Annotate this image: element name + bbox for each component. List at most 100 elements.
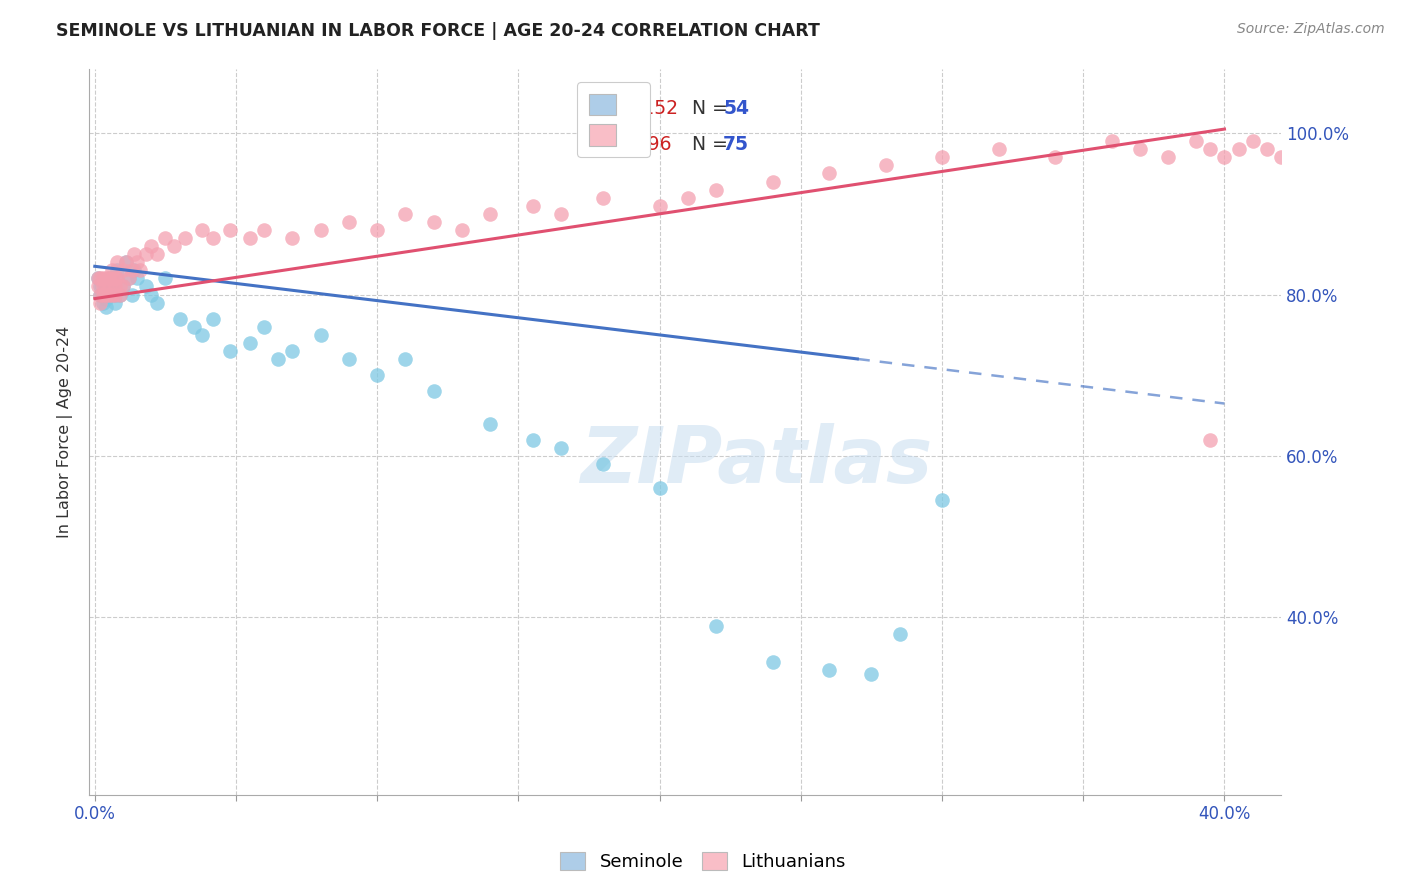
Point — [100, 271, 122, 285]
Point — [522, 199, 544, 213]
Point — [146, 295, 169, 310]
Point — [1213, 150, 1236, 164]
Point — [91, 276, 114, 290]
Point — [155, 231, 177, 245]
Point — [110, 287, 132, 301]
Point — [704, 183, 727, 197]
Point — [86, 271, 108, 285]
Point — [174, 231, 197, 245]
Point — [112, 279, 135, 293]
Point — [103, 287, 125, 301]
Text: R =: R = — [583, 99, 624, 118]
Point — [1284, 158, 1306, 172]
Point — [1199, 433, 1222, 447]
Point — [100, 279, 122, 293]
Point — [875, 158, 897, 172]
Point — [121, 263, 143, 277]
Point — [239, 336, 262, 351]
Point — [1129, 142, 1152, 156]
Point — [183, 319, 205, 334]
Point — [394, 207, 416, 221]
Point — [89, 271, 111, 285]
Point — [91, 287, 114, 301]
Point — [191, 327, 214, 342]
Point — [91, 295, 114, 310]
Point — [648, 199, 671, 213]
Text: 75: 75 — [723, 135, 749, 153]
Point — [1256, 142, 1278, 156]
Text: 54: 54 — [723, 99, 749, 118]
Point — [115, 255, 138, 269]
Point — [987, 142, 1010, 156]
Text: ZIPatlas: ZIPatlas — [581, 423, 932, 499]
Point — [704, 618, 727, 632]
Point — [676, 191, 699, 205]
Point — [112, 263, 135, 277]
Point — [648, 481, 671, 495]
Point — [103, 287, 125, 301]
Point — [1241, 134, 1264, 148]
Point — [97, 287, 120, 301]
Point — [100, 287, 122, 301]
Text: N =: N = — [681, 99, 734, 118]
Text: SEMINOLE VS LITHUANIAN IN LABOR FORCE | AGE 20-24 CORRELATION CHART: SEMINOLE VS LITHUANIAN IN LABOR FORCE | … — [56, 22, 820, 40]
Legend:  ,  : , — [578, 82, 650, 157]
Point — [163, 239, 186, 253]
Point — [97, 287, 120, 301]
Point — [105, 263, 128, 277]
Point — [592, 191, 614, 205]
Point — [91, 271, 114, 285]
Point — [818, 663, 841, 677]
Point — [592, 457, 614, 471]
Point — [97, 271, 120, 285]
Point — [105, 271, 128, 285]
Text: 0.496: 0.496 — [619, 135, 672, 153]
Point — [1185, 134, 1208, 148]
Y-axis label: In Labor Force | Age 20-24: In Labor Force | Age 20-24 — [58, 326, 73, 538]
Point — [931, 150, 953, 164]
Point — [115, 255, 138, 269]
Text: N =: N = — [681, 135, 734, 153]
Text: R =: R = — [583, 135, 624, 153]
Point — [129, 263, 152, 277]
Point — [103, 279, 125, 293]
Point — [89, 279, 111, 293]
Text: Source: ZipAtlas.com: Source: ZipAtlas.com — [1237, 22, 1385, 37]
Point — [127, 255, 149, 269]
Point — [818, 166, 841, 180]
Point — [100, 263, 122, 277]
Point — [121, 287, 143, 301]
Point — [103, 271, 125, 285]
Point — [366, 223, 388, 237]
Point — [91, 279, 114, 293]
Point — [522, 433, 544, 447]
Point — [202, 231, 225, 245]
Point — [1157, 150, 1180, 164]
Point — [281, 231, 304, 245]
Point — [1101, 134, 1123, 148]
Point — [100, 271, 122, 285]
Point — [86, 279, 108, 293]
Point — [146, 247, 169, 261]
Point — [1227, 142, 1250, 156]
Point — [94, 300, 117, 314]
Point — [94, 287, 117, 301]
Point — [267, 352, 290, 367]
Point — [91, 287, 114, 301]
Point — [253, 319, 276, 334]
Point — [169, 311, 191, 326]
Point — [94, 279, 117, 293]
Point — [1043, 150, 1066, 164]
Point — [219, 344, 242, 359]
Point — [309, 327, 332, 342]
Point — [110, 279, 132, 293]
Point — [97, 279, 120, 293]
Point — [112, 279, 135, 293]
Point — [89, 295, 111, 310]
Point — [281, 344, 304, 359]
Point — [451, 223, 474, 237]
Legend: Seminole, Lithuanians: Seminole, Lithuanians — [553, 845, 853, 879]
Point — [89, 287, 111, 301]
Point — [135, 279, 157, 293]
Point — [141, 239, 163, 253]
